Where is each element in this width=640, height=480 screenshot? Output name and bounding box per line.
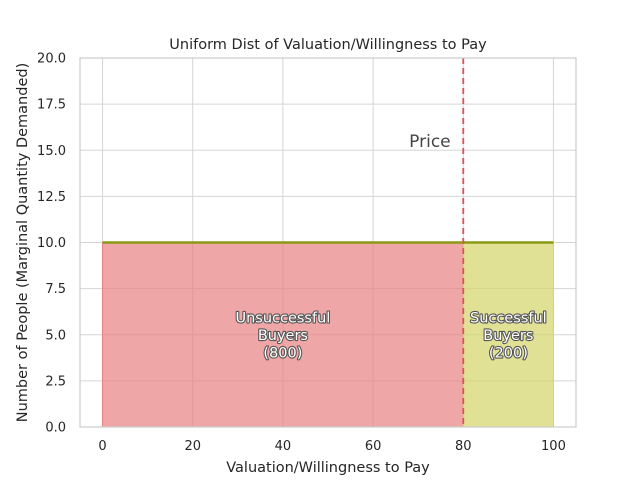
lines (102, 58, 554, 427)
y-tick-label: 0.0 (45, 421, 66, 436)
y-tick-label: 12.5 (37, 190, 66, 205)
ticks: 0 20 40 60 80 100 0.0 2.5 5.0 7.5 10.0 12.5 15.0 17.5… (37, 52, 566, 455)
x-tick-label: 60 (365, 439, 382, 454)
x-tick-label: 20 (184, 439, 201, 454)
price-label: Price (409, 132, 450, 152)
x-tick-label: 0 (98, 439, 106, 454)
y-tick-label: 2.5 (45, 374, 66, 389)
y-tick-label: 7.5 (45, 282, 66, 297)
x-axis-label: Valuation/Willingness to Pay (226, 460, 430, 476)
x-tick-label: 40 (275, 439, 292, 454)
x-tick-label: 100 (541, 439, 566, 454)
annotations: Price Unsuccessful Buyers (800) Successful Bu… (234, 132, 547, 362)
y-tick-label: 20.0 (37, 52, 66, 67)
regions (102, 242, 554, 428)
successful-buyers-label: Successful Buyers (200) (470, 310, 547, 361)
successful-buyers-area (462, 242, 554, 428)
chart-title: Uniform Dist of Valuation/Willingness to… (169, 37, 487, 53)
y-tick-label: 15.0 (37, 144, 66, 159)
y-tick-label: 10.0 (37, 236, 66, 251)
unsuccessful-buyers-label: Unsuccessful Buyers (800) (235, 310, 330, 361)
plot-frame (79, 57, 577, 428)
unsuccessful-buyers-area (102, 242, 464, 428)
y-tick-label: 5.0 (45, 328, 66, 343)
y-tick-label: 17.5 (37, 98, 66, 113)
x-tick-label: 80 (455, 439, 472, 454)
y-axis-label: Number of People (Marginal Quantity Dema… (15, 63, 31, 422)
